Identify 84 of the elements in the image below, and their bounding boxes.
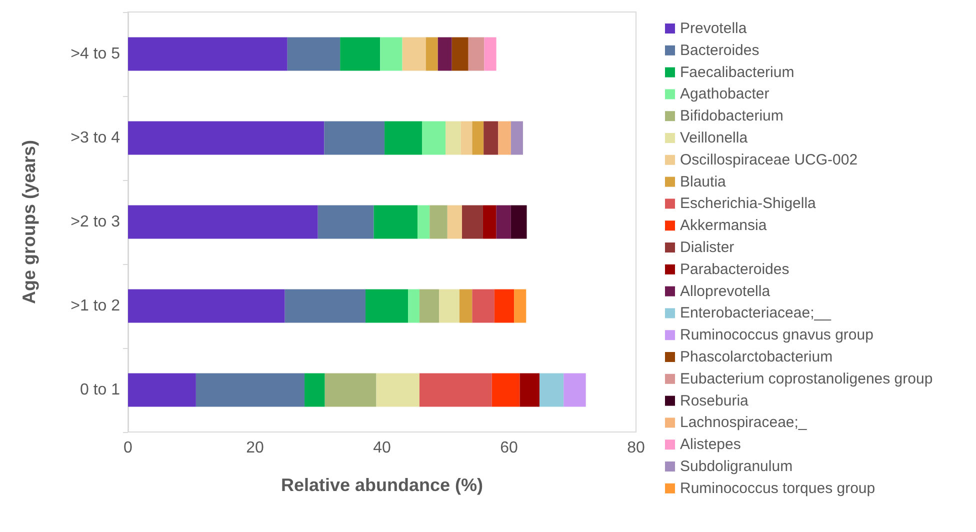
bar bbox=[128, 205, 318, 239]
bar bbox=[447, 205, 462, 239]
x-axis-title: Relative abundance (%) bbox=[280, 475, 484, 495]
bar bbox=[419, 289, 440, 323]
bar bbox=[340, 37, 380, 71]
bar bbox=[496, 205, 511, 239]
legend-label: Subdoligranulum bbox=[680, 458, 793, 475]
bar bbox=[539, 373, 564, 407]
legend-label: Alloprevotella bbox=[680, 282, 771, 300]
legend-label: Prevotella bbox=[680, 20, 748, 37]
legend-label: Bacteroides bbox=[680, 42, 760, 59]
legend-label: Escherichia-Shigella bbox=[680, 195, 817, 212]
bar bbox=[376, 373, 420, 407]
bar bbox=[492, 373, 520, 407]
x-tick-label: 0 bbox=[124, 440, 133, 456]
bar bbox=[324, 121, 385, 155]
legend-label: Blautia bbox=[680, 173, 727, 190]
bar bbox=[484, 37, 496, 71]
bar bbox=[196, 373, 305, 407]
bar bbox=[446, 121, 461, 155]
legend-label: Alistepes bbox=[680, 436, 741, 454]
bar bbox=[484, 121, 498, 155]
bar bbox=[494, 289, 514, 323]
legend-label: Faecalibacterium bbox=[680, 64, 794, 81]
y-tick-label: >2 to 3 bbox=[70, 214, 120, 230]
bar bbox=[430, 205, 448, 239]
x-tick-label: 60 bbox=[500, 440, 518, 456]
bar bbox=[482, 205, 496, 239]
legend-label: Agathobacter bbox=[680, 86, 770, 103]
bar bbox=[472, 121, 484, 155]
bar bbox=[439, 289, 460, 323]
legend-label: Phascolarctobacterium bbox=[680, 348, 833, 366]
bar bbox=[438, 37, 452, 71]
legend-label: Enterobacteriaceae;__ bbox=[680, 304, 832, 322]
bar bbox=[128, 37, 288, 71]
x-tick-label: 20 bbox=[246, 440, 264, 456]
legend-label: Eubacterium coprostanoligenes group bbox=[680, 370, 933, 388]
y-axis-title: Age groups (years) bbox=[19, 140, 39, 304]
bar bbox=[422, 121, 446, 155]
bar bbox=[510, 121, 523, 155]
y-tick-label: >4 to 5 bbox=[70, 46, 120, 62]
bar bbox=[380, 37, 402, 71]
bar bbox=[468, 37, 484, 71]
legend-label: Roseburia bbox=[680, 392, 750, 410]
bar bbox=[460, 121, 472, 155]
legend-label: Dialister bbox=[680, 239, 734, 256]
bar bbox=[408, 289, 420, 323]
bar bbox=[128, 121, 324, 155]
legend-label: Lachnospiraceae;_ bbox=[680, 414, 808, 432]
bar bbox=[402, 37, 426, 71]
x-tick-label: 80 bbox=[627, 440, 645, 456]
bar bbox=[520, 373, 540, 407]
bar bbox=[384, 121, 422, 155]
legend-label: Ruminococcus gnavus group bbox=[680, 326, 874, 344]
legend-label: Oscillospiraceae UCG-002 bbox=[680, 151, 858, 168]
bar bbox=[418, 205, 430, 239]
legend-label: Ruminococcus torques group bbox=[680, 480, 876, 497]
bar bbox=[498, 121, 511, 155]
bar bbox=[452, 37, 468, 71]
bar bbox=[324, 373, 376, 407]
bar bbox=[426, 37, 438, 71]
bar bbox=[462, 205, 483, 239]
bar bbox=[128, 373, 196, 407]
bar bbox=[510, 205, 527, 239]
legend-label: Akkermansia bbox=[680, 217, 768, 234]
bar bbox=[514, 289, 526, 323]
bar bbox=[459, 289, 472, 323]
y-tick-label: >1 to 2 bbox=[70, 298, 120, 314]
bar bbox=[284, 289, 366, 323]
x-tick-label: 40 bbox=[373, 440, 391, 456]
y-tick-label: 0 to 1 bbox=[80, 382, 120, 398]
legend-label: Veillonella bbox=[680, 130, 748, 146]
bar bbox=[128, 289, 285, 323]
bar bbox=[304, 373, 325, 407]
bar bbox=[365, 289, 408, 323]
y-tick-label: >3 to 4 bbox=[70, 130, 120, 146]
legend-label: Bifidobacterium bbox=[680, 108, 784, 125]
bar bbox=[419, 373, 492, 407]
bar bbox=[472, 289, 494, 323]
legend-label: Parabacteroides bbox=[680, 260, 790, 278]
bar bbox=[318, 205, 374, 239]
bar bbox=[564, 373, 586, 407]
bar bbox=[287, 37, 340, 71]
bar bbox=[374, 205, 418, 239]
